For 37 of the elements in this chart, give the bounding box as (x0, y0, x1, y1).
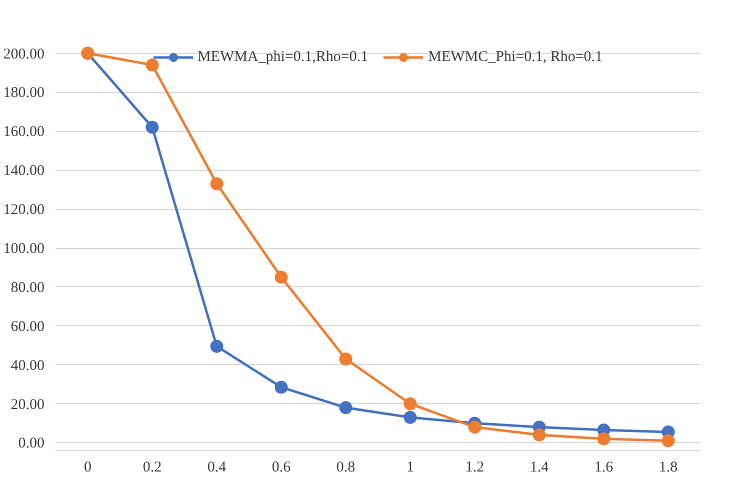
point (339, 401, 352, 414)
x-tick-label: 0.6 (272, 460, 292, 476)
x-tick-label: 1 (406, 460, 414, 476)
x-tick-label: 0.4 (207, 460, 227, 476)
x-tick-label: 0.8 (336, 460, 356, 476)
point (146, 120, 159, 134)
point (404, 397, 417, 410)
y-tick-label: 160.00 (3, 124, 44, 140)
point (532, 428, 546, 442)
x-tick-label: 1.4 (530, 460, 550, 476)
point (468, 420, 482, 434)
x-tick-label: 1.6 (594, 460, 614, 476)
point (274, 380, 288, 394)
point (274, 270, 288, 284)
y-tick-label: 100.00 (3, 241, 44, 257)
y-tick-label: 0.00 (18, 436, 44, 452)
y-tick-label: 200.00 (3, 46, 44, 62)
y-tick-label: 60.00 (10, 318, 44, 335)
legend-label: MEWMA_phi=0.1,Rho=0.1 (197, 48, 368, 66)
x-tick-label: 0.2 (142, 460, 162, 476)
y-tick-label: 20.00 (10, 396, 44, 413)
y-tick-label: 80.00 (10, 280, 44, 296)
x-tick-label: 1.8 (658, 460, 678, 476)
point (210, 340, 224, 353)
point (339, 352, 352, 366)
point (662, 434, 675, 448)
y-tick-label: 180.00 (3, 85, 44, 102)
point (210, 177, 224, 190)
point (597, 432, 610, 446)
y-tick-label: 40.00 (10, 358, 44, 374)
y-tick-label: 120.00 (3, 202, 44, 218)
x-tick-label: 1.2 (465, 460, 484, 476)
y-tick-label: 140.00 (3, 163, 44, 180)
legend-label: MEWMC_Phi=0.1, Rho=0.1 (428, 48, 603, 66)
point (404, 410, 417, 424)
x-tick-label: 0 (84, 460, 92, 476)
point (146, 58, 159, 72)
